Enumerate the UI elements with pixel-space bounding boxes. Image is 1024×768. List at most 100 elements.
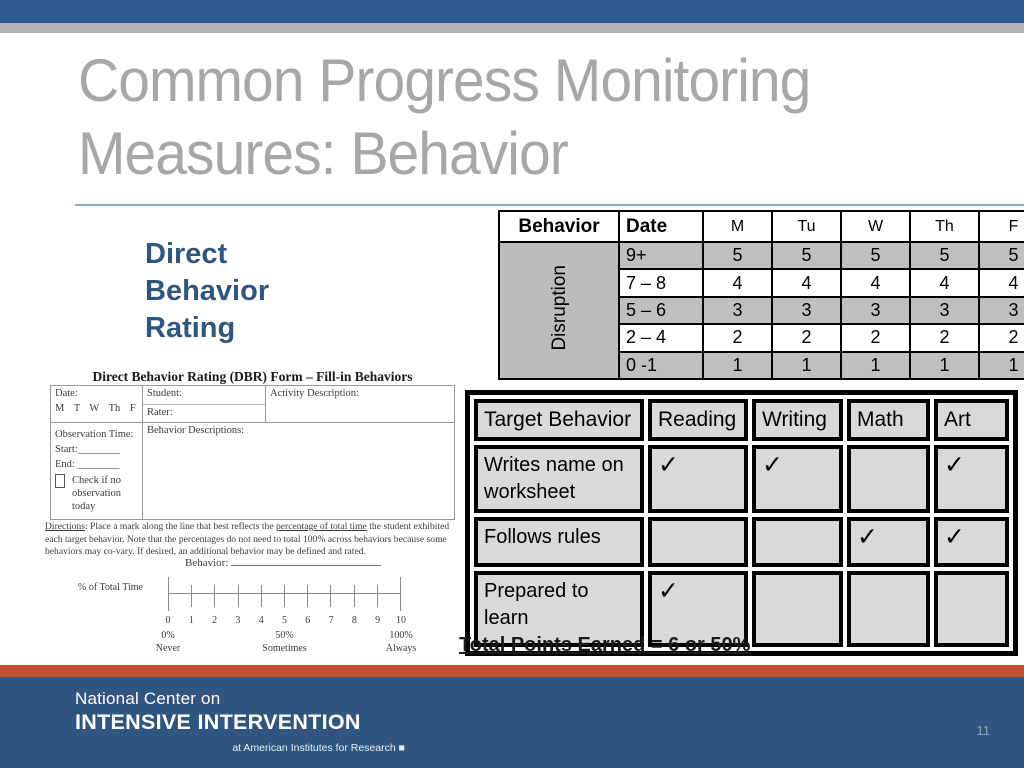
dbr-form-table: Date: M T W Th F Student: Rater: Activit… [50, 385, 455, 520]
value-cell: 2 [909, 323, 980, 353]
value-cell: 4 [771, 268, 842, 298]
matrix-row-label: Writes name on worksheet [474, 445, 644, 513]
form-rater-label: Rater: [147, 407, 173, 419]
check-cell [847, 571, 930, 647]
page-number: 11 [976, 723, 991, 738]
matrix-row-label: Prepared to learn [474, 571, 644, 647]
form-observation-label: Observation Time: [55, 429, 134, 440]
matrix-row-follows-rules: Follows rules ✓ ✓ [474, 517, 1009, 567]
behavior-blank-line [231, 555, 382, 566]
matrix-row-label: Follows rules [474, 517, 644, 567]
title-underline-rule [75, 204, 1024, 206]
checkbox-label: Check if no observation today [72, 475, 121, 513]
matrix-header-target-behavior: Target Behavior [474, 399, 644, 441]
rating-header-behavior: Behavior [498, 210, 620, 243]
checkbox-icon [55, 474, 65, 488]
disruption-label-cell: Disruption [498, 241, 620, 380]
rating-row-9plus: Disruption 9+ 5 5 5 5 5 [498, 240, 1024, 380]
range-cell: 7 – 8 [618, 268, 704, 298]
check-cell [648, 517, 748, 567]
directions-part2: the student exhibited each target behavi… [45, 521, 450, 558]
target-behavior-matrix: Target Behavior Reading Writing Math Art… [465, 390, 1018, 656]
directions-underlined-phrase: percentage of total time [275, 521, 367, 532]
value-cell: 1 [909, 350, 980, 381]
form-date-cell: Date: M T W Th F [51, 386, 143, 422]
rating-header-wednesday: W [840, 210, 911, 243]
check-cell: ✓ [648, 571, 748, 647]
dbr-form-title: Direct Behavior Rating (DBR) Form – Fill… [92, 369, 413, 384]
value-cell: 4 [909, 268, 980, 298]
form-behavior-blank: Behavior: [185, 555, 382, 569]
value-cell: 5 [978, 240, 1024, 271]
behavior-line-label: Behavior: [185, 557, 229, 569]
form-end-label: End: ________ [55, 459, 120, 470]
check-cell [752, 571, 843, 647]
value-cell: 2 [771, 323, 842, 353]
rating-header-friday: F [978, 210, 1024, 243]
value-cell: 3 [978, 295, 1024, 326]
form-directions: Directions: Place a mark along the line … [45, 521, 459, 559]
matrix-header-writing: Writing [752, 399, 843, 441]
value-cell: 5 [702, 240, 773, 271]
value-cell: 1 [771, 350, 842, 381]
check-cell [934, 571, 1009, 647]
form-activity-cell: Activity Description: [270, 388, 359, 399]
top-blue-bar [0, 0, 1024, 23]
value-cell: 4 [702, 268, 773, 298]
ncii-logo: National Center on INTENSIVE INTERVENTIO… [75, 689, 405, 754]
rating-row-5-6: 5 – 6 3 3 3 3 3 [499, 295, 1024, 326]
percent-total-time-label: % of Total Time [78, 582, 143, 593]
scale-numbers: 0 1 2 3 4 5 6 7 8 9 10 [165, 615, 406, 626]
scale-anchor-sometimes: 50% Sometimes [262, 630, 307, 654]
check-cell: ✓ [752, 445, 843, 513]
matrix-header-row: Target Behavior Reading Writing Math Art [474, 399, 1009, 441]
form-observation-cell: Observation Time: Start:________ End: __… [51, 423, 143, 519]
dbr-heading-line1: Direct [145, 238, 228, 270]
value-cell: 3 [909, 295, 980, 326]
directions-word: Directions [45, 521, 85, 532]
matrix-row-writes-name: Writes name on worksheet ✓ ✓ ✓ [474, 445, 1009, 513]
value-cell: 3 [840, 295, 911, 326]
footer-bar: National Center on INTENSIVE INTERVENTIO… [0, 677, 1024, 768]
check-cell [847, 445, 930, 513]
value-cell: 2 [840, 323, 911, 353]
directions-part1: : Place a mark along the line that best … [84, 521, 276, 532]
disruption-vertical-label: Disruption [548, 265, 570, 351]
top-gray-stripe [0, 23, 1024, 33]
rating-header-tuesday: Tu [771, 210, 842, 243]
matrix-row-prepared-to-learn: Prepared to learn ✓ [474, 571, 1009, 647]
rating-header-date: Date [618, 210, 704, 243]
matrix-header-art: Art [934, 399, 1009, 441]
value-cell: 2 [702, 323, 773, 353]
form-student-rater-cell: Student: Rater: [143, 386, 266, 422]
scale-ticks [168, 577, 401, 611]
matrix-header-reading: Reading [648, 399, 748, 441]
dbr-form-image: Direct Behavior Rating (DBR) Form – Fill… [45, 369, 460, 663]
rating-row-7-8: 7 – 8 4 4 4 4 4 [499, 268, 1024, 298]
value-cell: 4 [978, 268, 1024, 298]
value-cell: 1 [978, 350, 1024, 381]
slide-title-line1: Common Progress Monitoring [78, 47, 811, 114]
value-cell: 5 [840, 240, 911, 271]
logo-line-air: at American Institutes for Research ■ [232, 742, 405, 754]
dbr-heading: Direct Behavior Rating [145, 236, 269, 347]
check-cell: ✓ [934, 445, 1009, 513]
orange-divider-bar [0, 665, 1024, 677]
check-cell: ✓ [934, 517, 1009, 567]
range-cell: 0 -1 [618, 350, 704, 381]
rating-table-header-row: Behavior Date M Tu W Th F [498, 210, 1024, 243]
form-date-label: Date: [55, 388, 78, 399]
value-cell: 4 [840, 268, 911, 298]
value-cell: 1 [840, 350, 911, 381]
matrix-header-math: Math [847, 399, 930, 441]
form-start-label: Start:________ [55, 444, 120, 455]
rating-scale: 0 1 2 3 4 5 6 7 8 9 10 0% Never 50% Some… [156, 577, 416, 667]
value-cell: 5 [771, 240, 842, 271]
dbr-heading-line3: Rating [145, 312, 236, 344]
rating-row-2-4: 2 – 4 2 2 2 2 2 [499, 323, 1024, 353]
value-cell: 3 [702, 295, 773, 326]
value-cell: 1 [702, 350, 773, 381]
range-cell: 2 – 4 [618, 323, 704, 353]
dbr-heading-line2: Behavior [145, 275, 270, 307]
logo-line-national-center: National Center on [75, 689, 221, 708]
